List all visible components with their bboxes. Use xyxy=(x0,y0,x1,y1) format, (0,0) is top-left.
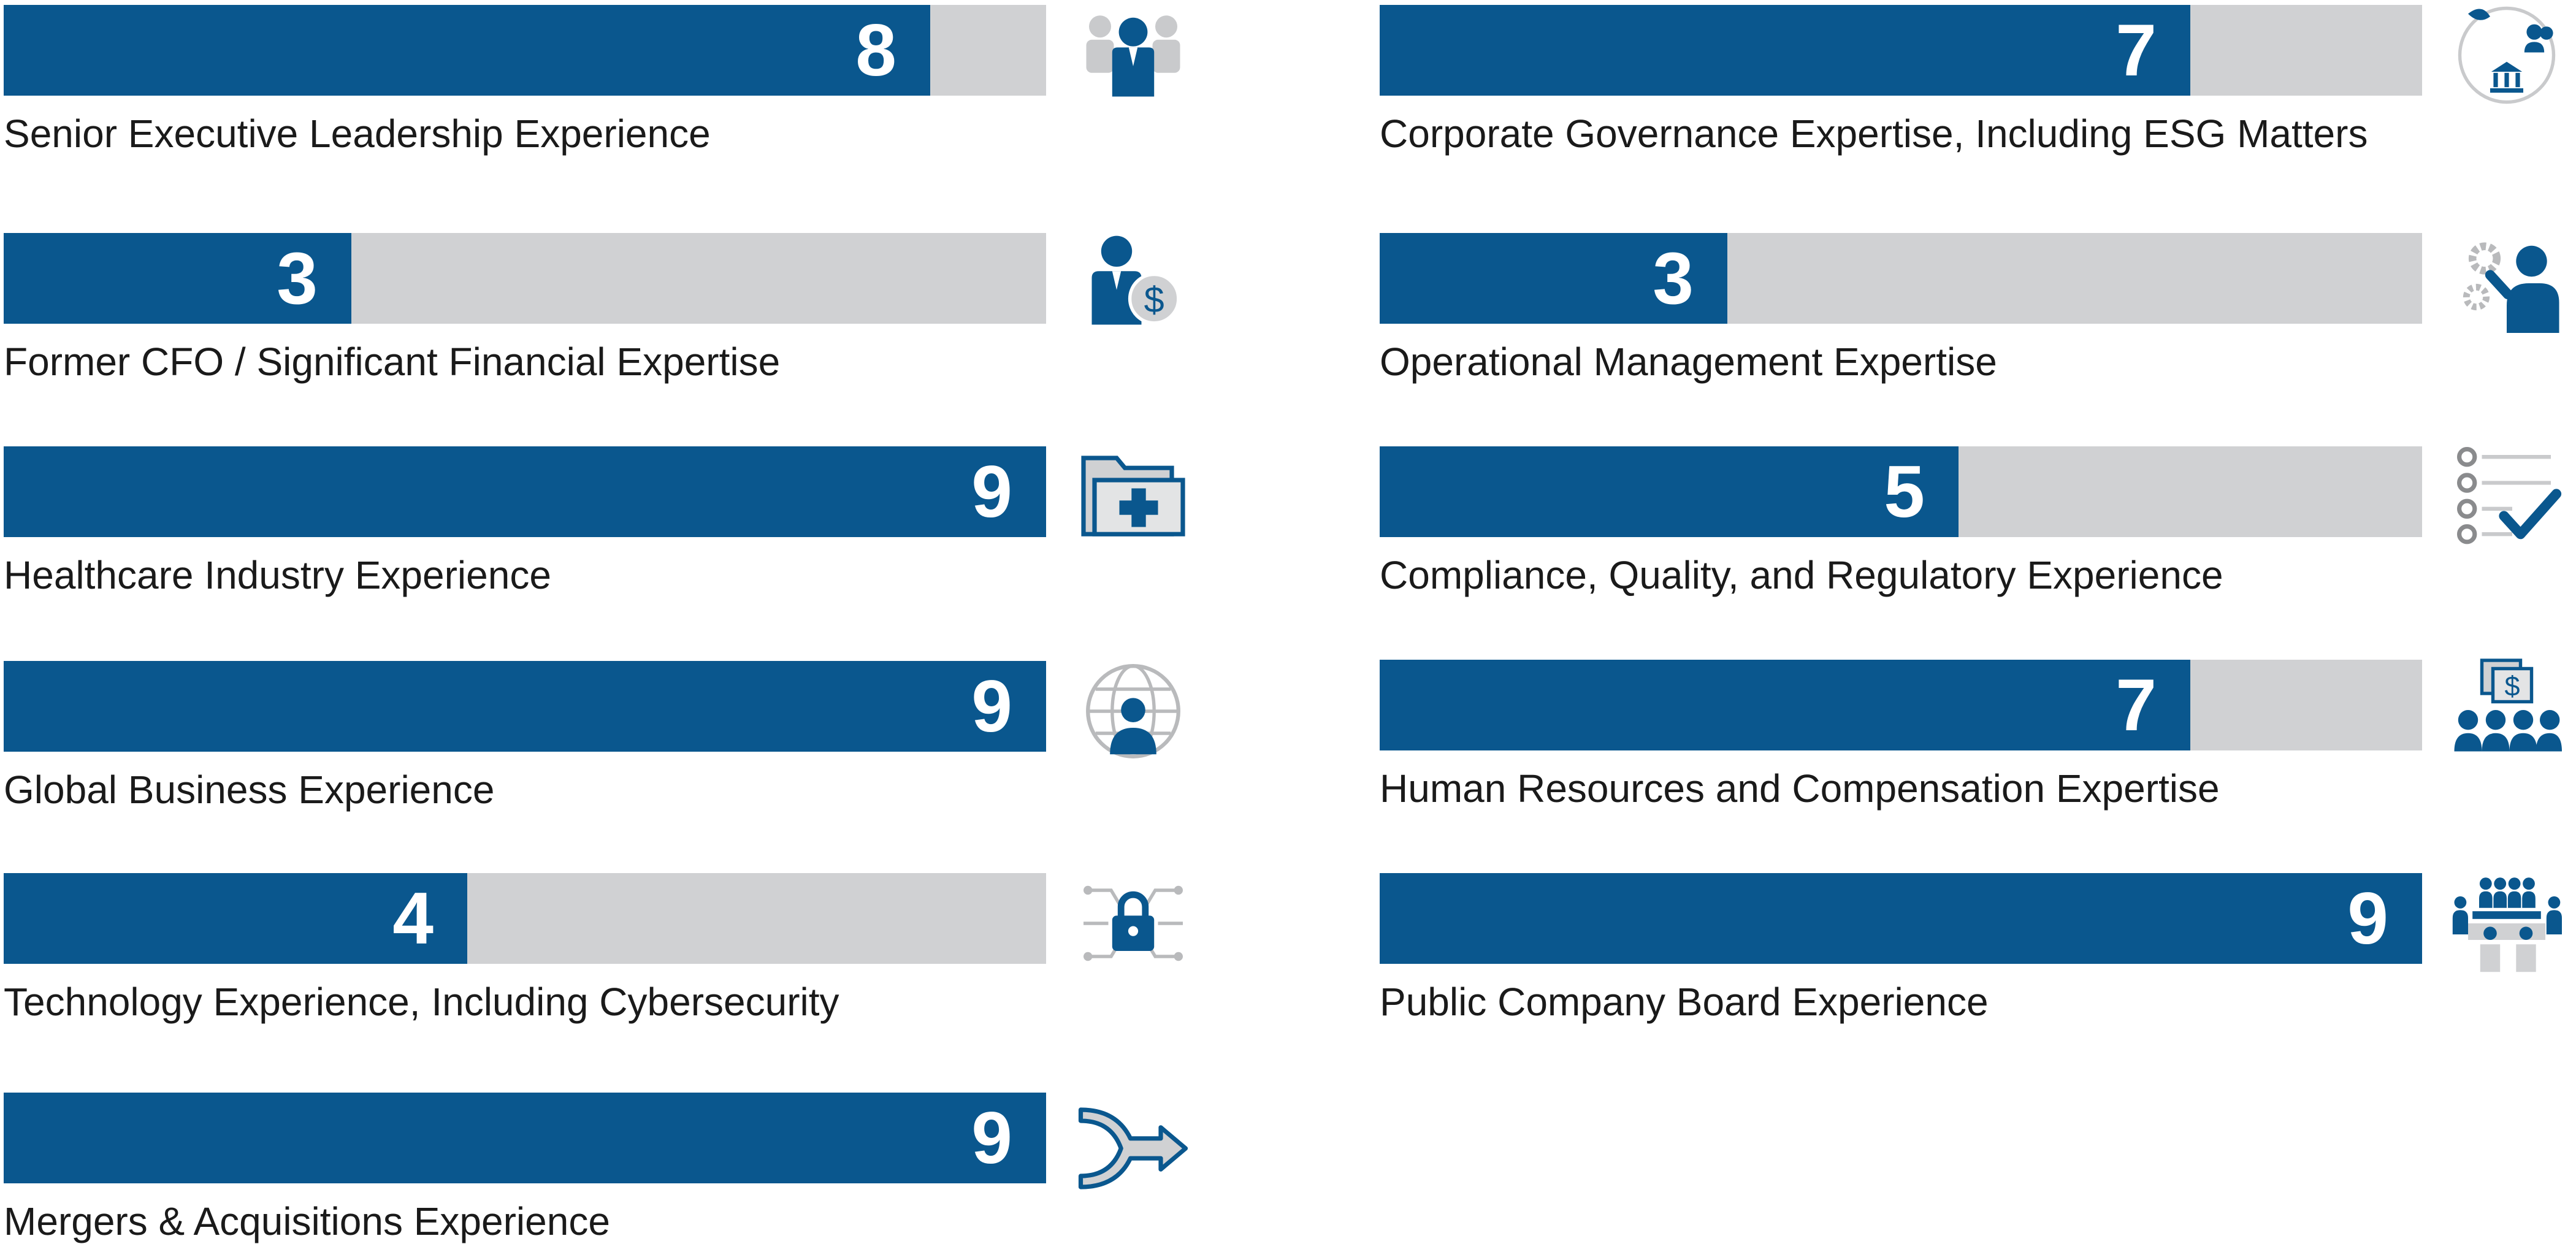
bar-track: 3 xyxy=(1380,233,2422,324)
skill-item: 9 Global Business Experience xyxy=(4,661,1353,820)
bar-value-label: 4 xyxy=(392,877,434,960)
skill-label: Former CFO / Significant Financial Exper… xyxy=(4,340,781,384)
bar-track: 9 xyxy=(1380,873,2422,964)
bar-fill xyxy=(4,5,930,96)
bar-fill xyxy=(4,661,1046,752)
skill-item: 3 Former CFO / Significant Financial Expe… xyxy=(4,233,1353,392)
bar-track: 8 xyxy=(4,5,1046,96)
bar-track: 7 xyxy=(1380,5,2422,96)
bar-value-label: 9 xyxy=(2347,877,2388,960)
bar-fill xyxy=(1380,873,2422,964)
skill-item: 3 Operational Management Expertise xyxy=(1380,233,2576,392)
cyber-lock-icon xyxy=(1078,868,1188,979)
medical-folder-icon xyxy=(1078,441,1188,552)
bar-value-label: 8 xyxy=(855,9,896,91)
bar-value-label: 9 xyxy=(971,451,1012,533)
operations-gears-icon xyxy=(2452,228,2562,338)
bar-track: 9 xyxy=(4,1093,1046,1183)
bar-fill xyxy=(1380,233,1727,324)
skill-label: Mergers & Acquisitions Experience xyxy=(4,1199,610,1243)
skill-label: Human Resources and Compensation Experti… xyxy=(1380,766,2220,811)
bar-value-label: 5 xyxy=(1884,451,1925,533)
checklist-icon xyxy=(2452,441,2562,552)
bar-fill xyxy=(1380,5,2190,96)
bar-track: 9 xyxy=(4,446,1046,537)
leadership-group-icon xyxy=(1078,0,1188,110)
skill-label: Operational Management Expertise xyxy=(1380,340,1997,384)
bar-value-label: 9 xyxy=(971,1097,1012,1179)
boardroom-icon xyxy=(2452,868,2562,979)
bar-fill xyxy=(4,446,1046,537)
skill-item: 9 Healthcare Industry Experience xyxy=(4,446,1353,606)
skill-item: 4 Technology Experience, Including Cybers… xyxy=(4,873,1353,1033)
skill-item: 9 Public Company Board Experience xyxy=(1380,873,2576,1033)
finance-person-icon xyxy=(1078,228,1188,338)
bar-fill xyxy=(4,1093,1046,1183)
skill-item: 9 Mergers & Acquisitions Experience xyxy=(4,1093,1353,1252)
bar-value-label: 7 xyxy=(2115,664,2157,746)
skill-label: Technology Experience, Including Cyberse… xyxy=(4,980,839,1024)
bar-fill xyxy=(4,873,467,964)
bar-value-label: 3 xyxy=(1653,237,1694,319)
globe-person-icon xyxy=(1078,656,1188,766)
merge-arrow-icon xyxy=(1078,1088,1188,1198)
governance-esg-icon xyxy=(2452,0,2562,110)
bar-track: 9 xyxy=(4,661,1046,752)
skill-item: 7 Corporate Governance Expertise, Includi… xyxy=(1380,5,2576,164)
bar-fill xyxy=(4,233,351,324)
skill-item: 8 Senior Executive Leadership Experience xyxy=(4,5,1353,164)
bar-fill xyxy=(1380,660,2190,750)
bar-value-label: 9 xyxy=(971,665,1012,747)
bar-track: 7 xyxy=(1380,660,2422,750)
bar-value-label: 3 xyxy=(277,237,318,319)
skill-label: Healthcare Industry Experience xyxy=(4,553,551,597)
skill-item: 5 Compliance, Quality, and Regulatory Exp… xyxy=(1380,446,2576,606)
bar-fill xyxy=(1380,446,1959,537)
skill-label: Senior Executive Leadership Experience xyxy=(4,112,711,156)
bar-value-label: 7 xyxy=(2115,9,2157,91)
skill-label: Corporate Governance Expertise, Includin… xyxy=(1380,112,2368,156)
bar-track: 5 xyxy=(1380,446,2422,537)
skill-label: Public Company Board Experience xyxy=(1380,980,1989,1024)
hr-compensation-icon xyxy=(2452,655,2562,765)
skill-label: Compliance, Quality, and Regulatory Expe… xyxy=(1380,553,2223,597)
bar-track: 4 xyxy=(4,873,1046,964)
bar-track: 3 xyxy=(4,233,1046,324)
skill-item: 7 Human Resources and Compensation Expert… xyxy=(1380,660,2576,819)
skill-label: Global Business Experience xyxy=(4,768,495,812)
